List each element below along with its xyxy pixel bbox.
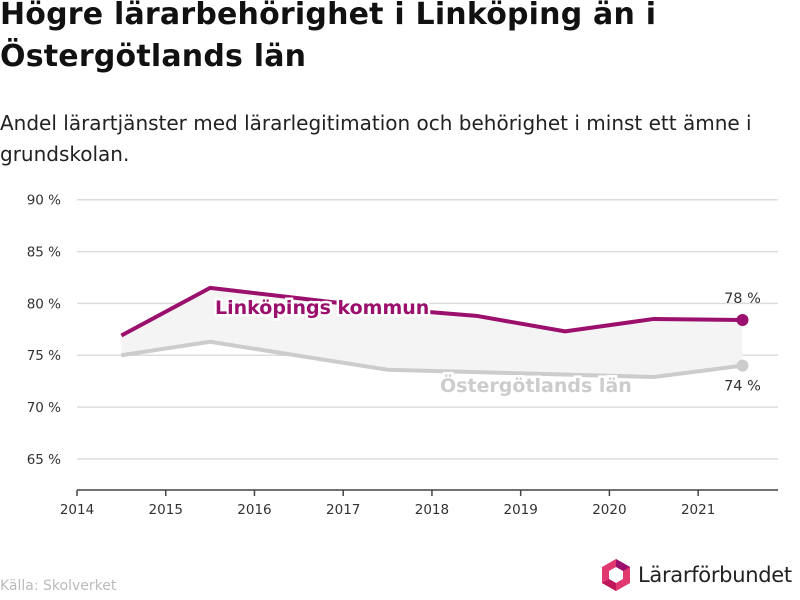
chart-title: Högre lärarbehörighet i Linköping än i Ö…	[0, 0, 657, 74]
x-tick-label: 2014	[60, 502, 94, 518]
chart-subtitle: Andel lärartjänster med lärarlegitimatio…	[0, 111, 752, 166]
end-label-kommun: 78 %	[724, 291, 761, 307]
x-axis-ticks: 2014 2015 2016 2017 2018 2019 2020 2021	[60, 490, 715, 518]
end-label-lan: 74 %	[724, 379, 761, 395]
y-tick-label: 90 %	[27, 193, 61, 209]
series-label-lan: Östergötlands län	[440, 373, 632, 397]
source-note: Källa: Skolverket	[0, 578, 117, 594]
end-point-kommun	[736, 313, 749, 326]
y-tick-label: 80 %	[27, 296, 61, 312]
end-point-lan	[736, 359, 749, 372]
gap-band	[121, 287, 743, 378]
y-tick-label: 65 %	[27, 452, 61, 468]
brand-logo: Lärarförbundet	[600, 557, 792, 593]
brand-name: Lärarförbundet	[638, 563, 792, 587]
x-tick-label: 2017	[326, 502, 360, 518]
y-tick-label: 70 %	[27, 400, 61, 416]
series-labels: Linköpings kommun Östergötlands län 78 % 74…	[213, 291, 761, 400]
series-line-lan	[121, 339, 743, 380]
series-label-kommun: Linköpings kommun	[215, 297, 429, 319]
x-tick-label: 2018	[415, 502, 449, 518]
x-tick-label: 2015	[149, 502, 183, 518]
hexagon-logo-icon	[602, 559, 630, 591]
y-axis-ticks: 65 % 70 % 75 % 80 % 85 % 90 %	[27, 193, 61, 468]
x-tick-label: 2020	[592, 502, 626, 518]
y-tick-label: 85 %	[27, 245, 61, 261]
y-tick-label: 75 %	[27, 348, 61, 364]
x-tick-label: 2016	[237, 502, 271, 518]
series-lines	[120, 285, 749, 380]
x-tick-label: 2021	[681, 502, 715, 518]
series-line-kommun	[120, 285, 743, 338]
x-tick-label: 2019	[503, 502, 537, 518]
